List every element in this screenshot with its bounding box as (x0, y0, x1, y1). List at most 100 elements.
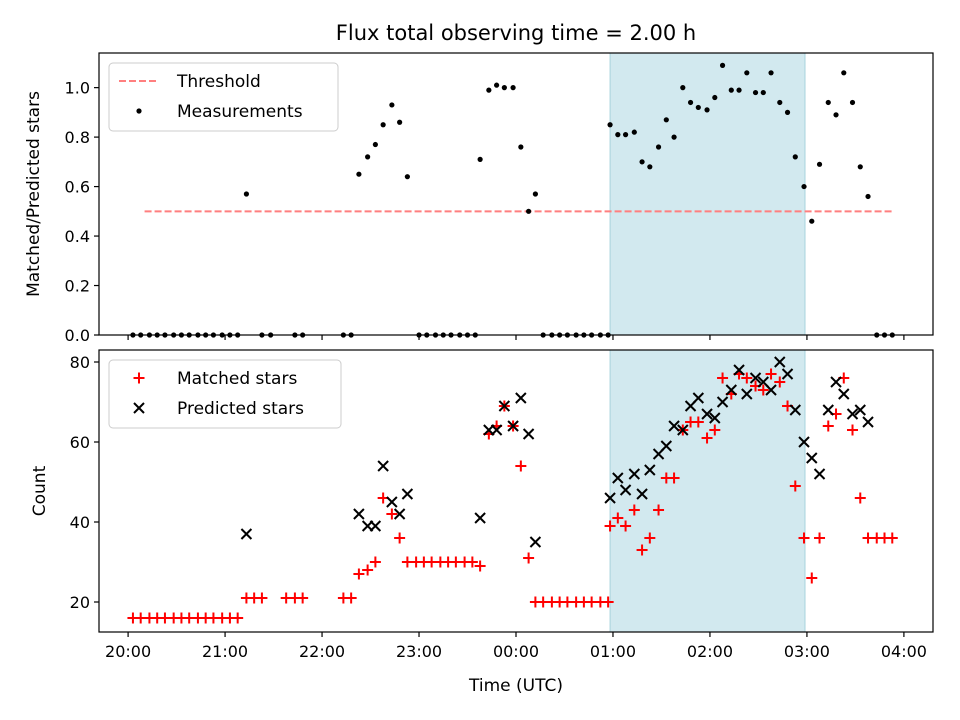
top-series-0-point-39 (501, 85, 507, 91)
bottom-series-1-point-43 (822, 404, 834, 416)
bottom-series-1-point-47 (854, 404, 866, 416)
bottom-series-1-point-14 (522, 428, 535, 440)
x-tick-label: 00:00 (493, 642, 539, 661)
bottom-series-0-point-53 (602, 596, 614, 608)
top-series-0-point-84 (857, 164, 863, 170)
bottom-series-0-point-13 (232, 612, 244, 624)
bottom-series-1-point-15 (529, 536, 542, 548)
bottom-series-0-point-67 (709, 424, 721, 436)
top-series-0-point-78 (809, 218, 815, 224)
legend-matched-label: Matched stars (177, 369, 297, 389)
bottom-series-1-point-7 (401, 488, 414, 500)
bottom-series-1-point-39 (789, 404, 802, 416)
bottom-series-1-point-25 (677, 424, 689, 436)
bottom-series-1-point-45 (838, 388, 850, 400)
top-series-0-point-14 (243, 191, 250, 197)
bottom-series-0-point-85 (854, 492, 866, 504)
top-series-0-point-54 (615, 132, 621, 138)
bottom-series-0-point-19 (297, 592, 309, 604)
bottom-series-0-point-21 (345, 592, 357, 604)
top-series-0-point-40 (510, 85, 516, 91)
top-series-0-point-58 (647, 164, 653, 170)
top-series-0-point-21 (356, 171, 362, 177)
bottom-series-0-point-58 (636, 544, 648, 556)
bottom-series-1-point-42 (813, 468, 826, 480)
bottom-series-1-point-3 (369, 520, 382, 532)
bottom-series-1-point-8 (474, 512, 486, 524)
bottom-series-1-point-1 (353, 508, 365, 520)
bottom-series-1-point-36 (765, 384, 777, 396)
legend-predicted-swatch (133, 402, 145, 414)
top-highlight-span (609, 52, 806, 336)
bottom-y-tick-label: 20 (70, 593, 90, 612)
top-legend-box (108, 62, 339, 132)
bottom-series-1-point-32 (733, 364, 745, 376)
top-series-0-point-81 (833, 112, 839, 118)
bottom-series-1-point-28 (701, 408, 713, 420)
top-series-0-point-42 (526, 208, 532, 214)
bottom-y-axis-label: Count (30, 465, 50, 516)
bottom-series-1-point-34 (749, 372, 762, 384)
top-series-0-point-76 (792, 154, 798, 160)
bottom-series-1-point-24 (668, 420, 680, 432)
x-tick-label: 20:00 (105, 642, 151, 661)
top-series-0-point-55 (622, 132, 629, 138)
top-y-tick-label: 0.8 (65, 128, 90, 147)
top-series-0-point-73 (768, 70, 774, 76)
bottom-series-1-point-17 (612, 472, 624, 484)
chart-title: Flux total observing time = 2.00 h (336, 21, 696, 45)
top-series-0-point-37 (486, 87, 492, 93)
bottom-series-0-point-84 (847, 424, 859, 436)
top-series-0-point-70 (744, 70, 750, 76)
top-series-0-point-24 (380, 122, 386, 128)
legend-measurements-swatch (136, 108, 142, 114)
bottom-series-1-point-38 (781, 368, 794, 380)
x-tick-label: 22:00 (299, 642, 345, 661)
x-tick-label: 03:00 (784, 642, 830, 661)
bottom-series-1-point-20 (636, 488, 648, 500)
bottom-series-0-point-56 (620, 520, 632, 532)
top-series-0-point-27 (404, 174, 410, 180)
bottom-series-1-point-46 (846, 408, 859, 420)
bottom-series-0-point-77 (789, 480, 801, 492)
x-tick-label: 02:00 (687, 642, 733, 661)
top-series-0-point-64 (695, 104, 701, 111)
bottom-series-1-point-40 (798, 436, 810, 448)
legend-measurements-label: Measurements (177, 102, 303, 122)
bottom-series-1-point-37 (774, 356, 786, 368)
bottom-series-0-point-42 (515, 460, 527, 472)
bottom-series-1-point-48 (862, 416, 874, 428)
top-series-0-point-59 (655, 144, 662, 150)
bottom-series-0-point-81 (822, 420, 834, 432)
legend-predicted-label: Predicted stars (177, 399, 304, 419)
bottom-series-1-point-33 (741, 388, 753, 400)
top-series-0-point-53 (607, 122, 613, 128)
bottom-series-0-point-43 (523, 552, 535, 564)
bottom-series-1-point-19 (628, 468, 641, 480)
bottom-series-1-point-41 (806, 452, 818, 464)
bottom-series-0-point-57 (628, 504, 640, 516)
bottom-series-0-point-80 (814, 532, 826, 544)
bottom-plot-area: 20 40 60 80 20:00 21:00 22:00 23:00 00:00 01:00 02… (70, 349, 934, 661)
bottom-series-1-point-31 (725, 384, 737, 396)
top-series-0-point-22 (365, 154, 371, 160)
x-tick-label: 01:00 (590, 642, 636, 661)
bottom-series-0-point-65 (692, 416, 704, 428)
x-tick-label: 04:00 (881, 642, 927, 661)
bottom-series-0-point-24 (369, 556, 381, 568)
bottom-series-0-point-62 (668, 472, 680, 484)
bottom-series-1-point-29 (709, 412, 721, 424)
x-axis-label: Time (UTC) (468, 676, 563, 696)
bottom-series-0-point-26 (386, 508, 398, 520)
bottom-series-1-point-18 (619, 484, 632, 496)
top-series-0-point-79 (816, 161, 823, 167)
top-series-0-point-74 (777, 99, 783, 106)
top-series-0-point-75 (784, 109, 791, 115)
top-legend: Threshold Measurements (108, 62, 339, 132)
bottom-series-1-point-23 (660, 440, 673, 452)
top-series-0-point-65 (704, 107, 710, 113)
bottom-series-1-point-44 (830, 376, 842, 388)
bottom-series-0-point-75 (774, 376, 786, 388)
bottom-series-1-point-30 (716, 396, 729, 408)
